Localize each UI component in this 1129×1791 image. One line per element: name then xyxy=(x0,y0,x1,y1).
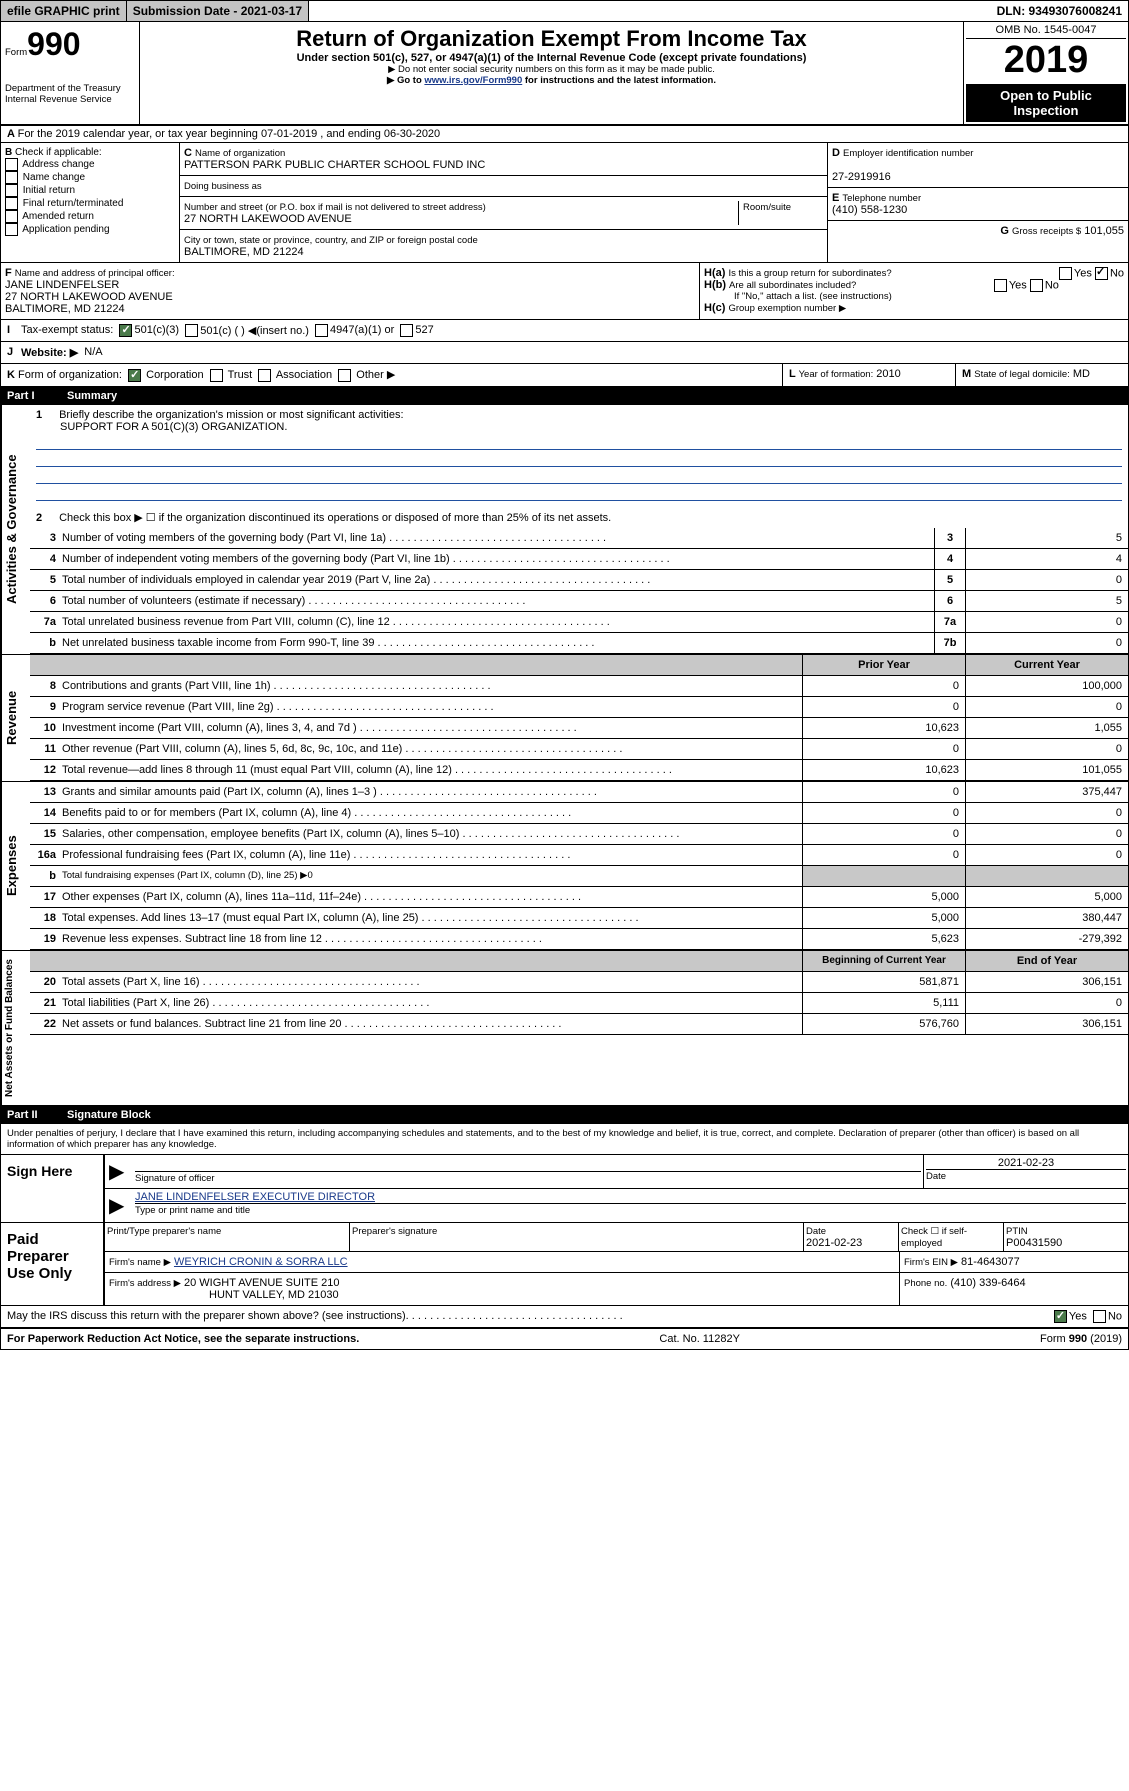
side-expenses: Expenses xyxy=(1,782,30,950)
summary-line: bNet unrelated business taxable income f… xyxy=(30,633,1128,654)
page-footer: For Paperwork Reduction Act Notice, see … xyxy=(1,1329,1128,1349)
summary-line: 20Total assets (Part X, line 16)581,8713… xyxy=(30,972,1128,993)
part-ii-header: Part II Signature Block xyxy=(1,1106,1128,1124)
form-number: 990 xyxy=(27,26,80,62)
paid-preparer-section: Paid Preparer Use Only Print/Type prepar… xyxy=(1,1223,1128,1306)
sign-here-section: Sign Here ▶ Signature of officer 2021-02… xyxy=(1,1155,1128,1223)
summary-line: 18Total expenses. Add lines 13–17 (must … xyxy=(30,908,1128,929)
section-bcdefg: B Check if applicable: Address change Na… xyxy=(1,143,1128,263)
gross-receipts: 101,055 xyxy=(1084,225,1124,237)
form-header: Form990 Department of the Treasury Inter… xyxy=(1,22,1128,126)
perjury-text: Under penalties of perjury, I declare th… xyxy=(1,1124,1128,1155)
summary-line: 4Number of independent voting members of… xyxy=(30,549,1128,570)
summary-line: 11Other revenue (Part VIII, column (A), … xyxy=(30,739,1128,760)
summary-line: 3Number of voting members of the governi… xyxy=(30,528,1128,549)
summary-line: 5Total number of individuals employed in… xyxy=(30,570,1128,591)
summary-line: 14Benefits paid to or for members (Part … xyxy=(30,803,1128,824)
mission-text: SUPPORT FOR A 501(C)(3) ORGANIZATION. xyxy=(36,421,287,433)
side-net-assets: Net Assets or Fund Balances xyxy=(1,951,30,1105)
sig-date: 2021-02-23 xyxy=(926,1157,1126,1170)
dept-label: Department of the Treasury Internal Reve… xyxy=(5,83,135,105)
line-a: A For the 2019 calendar year, or tax yea… xyxy=(1,126,1128,143)
org-city: BALTIMORE, MD 21224 xyxy=(184,246,304,258)
summary-line: 6Total number of volunteers (estimate if… xyxy=(30,591,1128,612)
ein: 27-2919916 xyxy=(832,171,891,183)
top-bar: efile GRAPHIC print Submission Date - 20… xyxy=(1,1,1128,22)
website: N/A xyxy=(84,346,102,359)
part-i-header: Part I Summary xyxy=(1,387,1128,405)
efile-print-button[interactable]: efile GRAPHIC print xyxy=(1,1,127,21)
ptin: P00431590 xyxy=(1006,1237,1062,1249)
form-note2: ▶ Go to www.irs.gov/Form990 for instruct… xyxy=(150,75,953,86)
summary-line: 8Contributions and grants (Part VIII, li… xyxy=(30,676,1128,697)
side-activities-governance: Activities & Governance xyxy=(1,405,30,654)
tax-year: 2019 xyxy=(966,39,1126,82)
summary-line: 7aTotal unrelated business revenue from … xyxy=(30,612,1128,633)
side-revenue: Revenue xyxy=(1,655,30,781)
inspection-label: Open to Public Inspection xyxy=(966,84,1126,122)
form-label: Form xyxy=(5,47,27,58)
org-address: 27 NORTH LAKEWOOD AVENUE xyxy=(184,213,352,225)
form-title: Return of Organization Exempt From Incom… xyxy=(150,26,953,52)
form-ref: Form 990 (2019) xyxy=(1040,1333,1122,1345)
summary-line: 13Grants and similar amounts paid (Part … xyxy=(30,782,1128,803)
org-name: PATTERSON PARK PUBLIC CHARTER SCHOOL FUN… xyxy=(184,159,485,171)
irs-link[interactable]: www.irs.gov/Form990 xyxy=(424,75,522,86)
summary-line: 16aProfessional fundraising fees (Part I… xyxy=(30,845,1128,866)
officer-printed-name[interactable]: JANE LINDENFELSER EXECUTIVE DIRECTOR xyxy=(135,1191,375,1203)
submission-date-button[interactable]: Submission Date - 2021-03-17 xyxy=(127,1,309,21)
summary-line: 22Net assets or fund balances. Subtract … xyxy=(30,1014,1128,1035)
line-i: I Tax-exempt status: 501(c)(3) 501(c) ( … xyxy=(1,320,1128,342)
summary-line: 21Total liabilities (Part X, line 26)5,1… xyxy=(30,993,1128,1014)
summary-line: 12Total revenue—add lines 8 through 11 (… xyxy=(30,760,1128,781)
omb-label: OMB No. 1545-0047 xyxy=(966,24,1126,39)
line-j: J Website: ▶ N/A xyxy=(1,342,1128,364)
summary-line: 19Revenue less expenses. Subtract line 1… xyxy=(30,929,1128,950)
summary-line: 9Program service revenue (Part VIII, lin… xyxy=(30,697,1128,718)
line-klm: K Form of organization: Corporation Trus… xyxy=(1,364,1128,387)
form-note1: ▶ Do not enter social security numbers o… xyxy=(150,64,953,75)
summary-line: 10Investment income (Part VIII, column (… xyxy=(30,718,1128,739)
summary-line: 15Salaries, other compensation, employee… xyxy=(30,824,1128,845)
telephone: (410) 558-1230 xyxy=(832,204,907,216)
form-subtitle: Under section 501(c), 527, or 4947(a)(1)… xyxy=(150,52,953,64)
firm-ein: 81-4643077 xyxy=(961,1256,1020,1268)
summary-line: 17Other expenses (Part IX, column (A), l… xyxy=(30,887,1128,908)
discuss-line: May the IRS discuss this return with the… xyxy=(1,1306,1128,1329)
section-fh: F Name and address of principal officer:… xyxy=(1,263,1128,320)
dln-label: DLN: 93493076008241 xyxy=(991,1,1128,21)
officer-name: JANE LINDENFELSER xyxy=(5,279,119,291)
firm-phone: (410) 339-6464 xyxy=(950,1277,1025,1289)
firm-name[interactable]: WEYRICH CRONIN & SORRA LLC xyxy=(174,1256,348,1268)
